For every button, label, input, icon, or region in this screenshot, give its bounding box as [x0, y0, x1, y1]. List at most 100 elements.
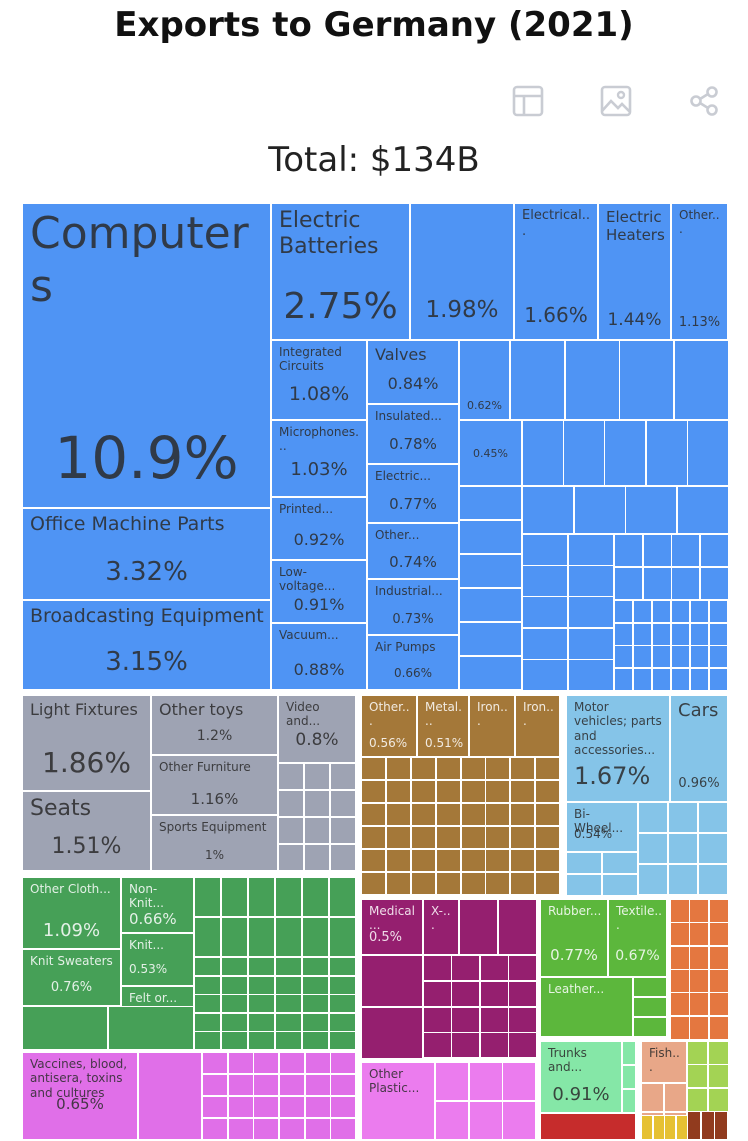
treemap-cell-minor[interactable]	[668, 833, 698, 864]
treemap-cell-minor[interactable]	[671, 534, 700, 567]
treemap-cell-minor[interactable]	[194, 917, 221, 957]
treemap-cell-minor[interactable]	[671, 600, 690, 623]
treemap-cell-minor[interactable]	[602, 852, 638, 874]
treemap-cell-minor[interactable]	[535, 803, 560, 826]
treemap-cell-minor[interactable]	[329, 877, 356, 917]
treemap-cell-minor[interactable]	[329, 957, 356, 976]
treemap-cell-minor[interactable]	[386, 849, 411, 872]
treemap-cell-minor[interactable]	[522, 420, 564, 486]
treemap-cell-minor[interactable]	[498, 899, 537, 955]
treemap-cell-minor[interactable]	[709, 668, 728, 691]
treemap-cell-minor[interactable]	[671, 645, 690, 668]
treemap-cell-minor[interactable]	[202, 1052, 228, 1074]
treemap-cell-minor[interactable]	[411, 849, 436, 872]
treemap-cell-minor[interactable]	[279, 1118, 305, 1140]
treemap-cell-minor[interactable]	[522, 628, 568, 660]
treemap-cell-office-machine-parts[interactable]: Office Machine Parts 3.32%	[22, 508, 271, 600]
treemap-cell-minor[interactable]	[275, 877, 302, 917]
treemap-cell-minor[interactable]	[386, 780, 411, 803]
treemap-cell-minor[interactable]	[423, 1032, 452, 1058]
treemap-cell-minor[interactable]	[690, 645, 709, 668]
treemap-cell-minor[interactable]	[535, 849, 560, 872]
treemap-cell-minor[interactable]	[508, 981, 537, 1007]
treemap-cell-minor[interactable]	[459, 520, 522, 554]
treemap-cell-electric[interactable]: Electric... 0.77%	[367, 464, 459, 523]
treemap-cell-minor[interactable]	[329, 976, 356, 995]
treemap-cell-minor[interactable]	[622, 1065, 636, 1089]
treemap-cell-minor[interactable]	[330, 763, 356, 790]
treemap-cell-minor[interactable]	[485, 826, 510, 849]
treemap-cell-electric-batteries[interactable]: Electric Batteries 2.75%	[271, 203, 410, 340]
treemap-cell-minor[interactable]	[700, 567, 729, 600]
treemap-cell-minor[interactable]	[633, 977, 667, 997]
treemap-cell-minor[interactable]	[386, 872, 411, 895]
treemap-cell-other-cloth[interactable]: Other Cloth... 1.09%	[22, 877, 121, 949]
treemap-cell-minor[interactable]	[566, 874, 602, 896]
treemap-cell-minor[interactable]	[708, 1088, 729, 1112]
treemap-cell-minor[interactable]	[194, 877, 221, 917]
treemap-cell-minor[interactable]	[228, 1118, 254, 1140]
treemap-cell-minor[interactable]	[625, 486, 677, 534]
treemap-cell-minor[interactable]	[535, 872, 560, 895]
treemap-cell-minor[interactable]	[469, 1101, 503, 1140]
treemap-cell-minor[interactable]	[480, 1007, 509, 1033]
treemap-cell-minor[interactable]	[708, 1041, 729, 1065]
treemap-cell-minor[interactable]	[302, 976, 329, 995]
treemap-cell-minor[interactable]	[361, 955, 423, 1007]
treemap-cell-computers[interactable]: Computers 10.9%	[22, 203, 271, 508]
treemap-cell-minor[interactable]	[248, 917, 275, 957]
treemap-cell-fish[interactable]: Fish...	[641, 1041, 687, 1083]
treemap-cell-minor[interactable]	[522, 596, 568, 628]
treemap-cell-minor[interactable]	[221, 917, 248, 957]
treemap-cell-minor[interactable]	[202, 1096, 228, 1118]
treemap-cell-minor[interactable]	[221, 994, 248, 1013]
treemap-cell-minor[interactable]	[652, 600, 671, 623]
treemap-cell-light-fixtures[interactable]: Light Fixtures 1.86%	[22, 695, 151, 791]
treemap-cell-minor[interactable]	[411, 780, 436, 803]
treemap-cell-iron[interactable]: Iron...	[469, 695, 515, 757]
treemap-cell-minor[interactable]	[461, 849, 486, 872]
treemap-cell-minor[interactable]	[709, 1016, 729, 1040]
treemap-cell-minor[interactable]	[633, 668, 652, 691]
treemap-cell-integrated-circuits[interactable]: Integrated Circuits 1.08%	[271, 340, 367, 420]
treemap-cell-minor[interactable]	[436, 849, 461, 872]
treemap-cell-bi-wheel[interactable]: Bi-Wheel... 0.54%	[566, 802, 638, 852]
treemap-cell-minor[interactable]	[302, 877, 329, 917]
treemap-cell-minor[interactable]	[698, 864, 728, 895]
treemap-cell-non-knit[interactable]: Non-Knit... 0.66%	[121, 877, 194, 933]
treemap-cell-video-and[interactable]: Video and... 0.8%	[278, 695, 356, 763]
treemap-cell-minor[interactable]	[664, 1115, 676, 1140]
treemap-cell-minor[interactable]	[510, 826, 535, 849]
treemap-cell-minor[interactable]	[677, 486, 729, 534]
treemap-cell-minor[interactable]	[386, 826, 411, 849]
treemap-cell-minor[interactable]	[278, 817, 304, 844]
treemap-cell-minor[interactable]	[330, 1074, 356, 1096]
treemap-cell-minor[interactable]	[614, 623, 633, 646]
treemap-cell-unlabeled-machine-product-3[interactable]: 0.45%	[459, 420, 522, 486]
treemap-cell-minor[interactable]	[638, 833, 668, 864]
treemap-cell-minor[interactable]	[671, 567, 700, 600]
treemap-cell-minor[interactable]	[687, 1088, 708, 1112]
treemap-cell-x[interactable]: X-...	[423, 899, 459, 955]
treemap-cell-minor[interactable]	[330, 790, 356, 817]
treemap-cell-minor[interactable]	[689, 946, 709, 970]
treemap-cell-air-pumps[interactable]: Air Pumps 0.66%	[367, 635, 459, 690]
treemap-cell-minor[interactable]	[275, 957, 302, 976]
treemap-cell-minor[interactable]	[670, 946, 690, 970]
treemap-cell-minor[interactable]	[568, 628, 614, 660]
treemap-cell-minor[interactable]	[194, 1013, 221, 1032]
treemap-cell-minor[interactable]	[619, 340, 674, 420]
treemap-cell-minor[interactable]	[221, 976, 248, 995]
treemap-cell-minor[interactable]	[361, 780, 386, 803]
treemap-cell-minor[interactable]	[451, 955, 480, 981]
treemap-cell-minor[interactable]	[423, 981, 452, 1007]
treemap-cell-minor[interactable]	[687, 420, 729, 486]
treemap-cell-leather[interactable]: Leather...	[540, 977, 633, 1037]
treemap-cell-minor[interactable]	[228, 1074, 254, 1096]
treemap-cell-minor[interactable]	[278, 763, 304, 790]
treemap-cell-minor[interactable]	[522, 534, 568, 566]
treemap-cell-minor[interactable]	[228, 1052, 254, 1074]
treemap-cell-minor[interactable]	[622, 1089, 636, 1113]
treemap-cell-minor[interactable]	[461, 803, 486, 826]
treemap-cell-minor[interactable]	[411, 872, 436, 895]
